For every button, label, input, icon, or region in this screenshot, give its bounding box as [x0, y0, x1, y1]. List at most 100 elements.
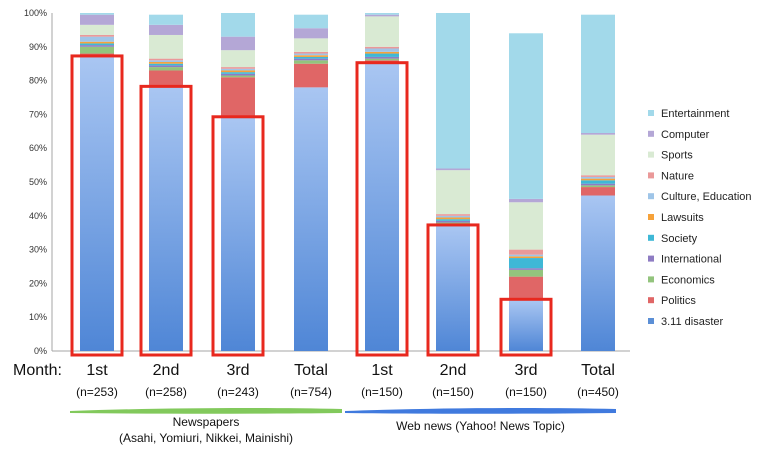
bar-segment-3-11-disaster — [436, 225, 470, 351]
bar-segment-entertainment — [509, 33, 543, 199]
highlight-box — [426, 223, 480, 357]
highlight-box — [499, 297, 553, 357]
x-tick-label: 3rd — [514, 362, 537, 379]
y-tick-label: 90% — [29, 42, 47, 52]
legend-label: Nature — [661, 170, 694, 182]
bar-segment-nature — [221, 67, 255, 69]
bar-segment-computer — [365, 14, 399, 17]
bar-segment-international — [294, 58, 328, 61]
bar-segment-society — [581, 180, 615, 184]
bar-segment-lawsuits — [509, 256, 543, 259]
legend-swatch — [648, 234, 654, 241]
bar-segment-economics — [436, 222, 470, 225]
highlight-box — [211, 115, 265, 357]
bar-segment-entertainment — [436, 13, 470, 169]
legend-swatch — [648, 318, 654, 324]
highlight-box — [139, 84, 193, 357]
x-tick-label: 2nd — [153, 362, 180, 379]
legend-swatch — [648, 214, 654, 220]
bar-segment-society — [294, 56, 328, 59]
sample-size-label: (n=243) — [217, 385, 259, 399]
legend-swatch — [648, 172, 654, 179]
bar-segment-politics — [509, 276, 543, 301]
bar-segment-lawsuits — [221, 70, 255, 73]
bar-segment-entertainment — [365, 13, 399, 15]
bar-segment-economics — [509, 269, 543, 277]
bar-segment-international — [80, 45, 114, 47]
bar-segment-society — [436, 219, 470, 221]
group-sublabel: (Asahi, Yomiuri, Nikkei, Mainishi) — [119, 431, 293, 445]
bar-segment-entertainment — [80, 13, 114, 15]
bar-segment-politics — [294, 63, 328, 88]
sample-size-label: (n=150) — [505, 385, 547, 399]
y-tick-label: 100% — [24, 8, 47, 18]
bar-segment-sports — [509, 202, 543, 250]
sample-size-label: (n=150) — [361, 385, 403, 399]
legend-swatch — [648, 151, 654, 158]
bar-segment-economics — [581, 185, 615, 188]
bar-segment-3-11-disaster — [80, 56, 114, 351]
bar-segment-economics — [294, 60, 328, 64]
bar-segment-politics — [149, 70, 183, 88]
legend-swatch — [648, 193, 654, 200]
bar-segment-economics — [365, 58, 399, 61]
sample-size-label: (n=150) — [432, 385, 474, 399]
highlight-box — [70, 54, 124, 357]
month-prefix-label: Month: — [13, 362, 62, 379]
bar-segment-economics — [80, 46, 114, 54]
bar-segment-international — [509, 268, 543, 270]
bar-segment-computer — [436, 168, 470, 171]
bar-segment-culture-education — [365, 48, 399, 52]
legend-swatch — [648, 255, 654, 262]
group-underline-stroke — [70, 407, 342, 414]
legend-label: Politics — [661, 295, 696, 307]
bar-segment-computer — [149, 24, 183, 35]
bar-segment-sports — [436, 170, 470, 215]
x-tick-label: Total — [581, 362, 615, 379]
bar-segment-sports — [149, 34, 183, 59]
x-tick-label: 1st — [371, 362, 393, 379]
bar-segment-computer — [221, 36, 255, 51]
bar-segment-computer — [80, 14, 114, 25]
legend-label: Economics — [661, 274, 715, 286]
legend-swatch — [648, 110, 654, 116]
x-tick-label: Total — [294, 362, 328, 379]
bar-segment-3-11-disaster — [509, 300, 543, 351]
y-tick-label: 60% — [29, 143, 47, 153]
sample-size-label: (n=450) — [577, 385, 619, 399]
legend-swatch — [648, 297, 654, 304]
bar-segment-computer — [509, 198, 543, 203]
bar-segment-3-11-disaster — [294, 87, 328, 352]
bar-segment-culture-education — [436, 215, 470, 218]
y-tick-label: 40% — [29, 211, 47, 221]
highlight-boxes — [70, 54, 553, 357]
bar-segment-international — [149, 65, 183, 68]
bar-segment-economics — [149, 67, 183, 71]
legend-label: Computer — [661, 129, 710, 141]
y-tick-label: 80% — [29, 76, 47, 86]
group-labels: Newspapers (Asahi, Yomiuri, Nikkei, Maini… — [70, 407, 616, 445]
bar-segment-sports — [80, 24, 114, 35]
bar-segment-society — [509, 258, 543, 269]
bar-segment-lawsuits — [80, 41, 114, 44]
x-tick-label: 2nd — [440, 362, 467, 379]
sample-size-label: (n=258) — [145, 385, 187, 399]
y-tick-label: 30% — [29, 245, 47, 255]
bar-segment-culture-education — [149, 60, 183, 63]
bar-segment-sports — [365, 16, 399, 47]
x-axis-labels: Month: 1st (n=253) 2nd (n=258) 3rd (n=243) Tota… — [13, 362, 619, 399]
bar-segment-nature — [149, 58, 183, 61]
bar-segment-entertainment — [294, 14, 328, 29]
legend-label: Lawsuits — [661, 212, 704, 224]
bar-segment-culture-education — [294, 53, 328, 56]
group-label: Web news (Yahoo! News Topic) — [396, 419, 565, 433]
legend-swatch — [648, 276, 654, 283]
legend-label: Society — [661, 233, 698, 245]
bar-segment-nature — [581, 175, 615, 177]
bar-segment-lawsuits — [581, 178, 615, 181]
legend-swatch — [648, 130, 654, 137]
y-tick-label: 50% — [29, 177, 47, 187]
bar-segment-nature — [294, 51, 328, 54]
bar-segment-computer — [294, 28, 328, 39]
